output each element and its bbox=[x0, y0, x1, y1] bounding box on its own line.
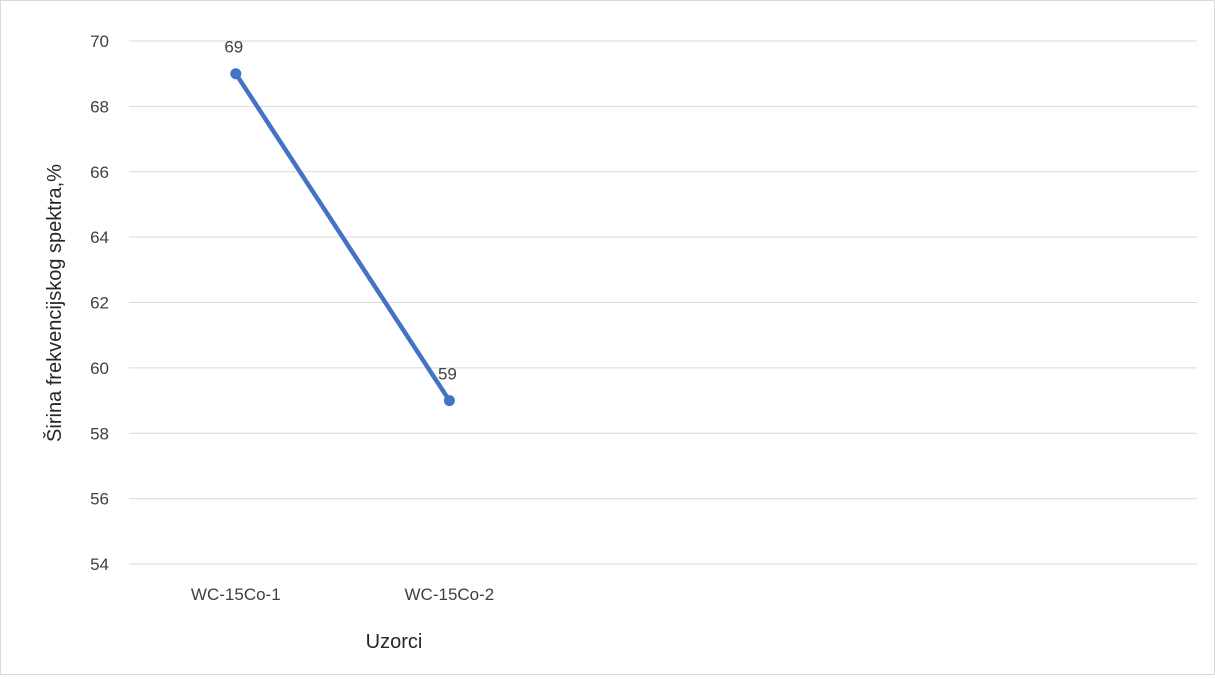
y-tick-label: 62 bbox=[90, 294, 109, 313]
y-tick-labels: 54 56 58 60 62 64 66 68 70 bbox=[90, 32, 109, 574]
y-tick-label: 66 bbox=[90, 163, 109, 182]
x-axis-title: Uzorci bbox=[366, 631, 423, 653]
y-tick-label: 70 bbox=[90, 32, 109, 51]
y-tick-label: 56 bbox=[90, 490, 109, 509]
gridlines bbox=[129, 40, 1197, 565]
y-tick-label: 68 bbox=[90, 97, 109, 116]
y-tick-label: 60 bbox=[90, 359, 109, 378]
series-layer: 69 59 bbox=[224, 38, 457, 407]
y-tick-label: 58 bbox=[90, 424, 109, 443]
y-tick-label: 54 bbox=[90, 555, 109, 574]
data-label: 59 bbox=[438, 365, 457, 384]
y-axis-title: Širina frekvencijskog spektra,% bbox=[43, 164, 66, 442]
data-point bbox=[230, 68, 242, 80]
x-tick-labels: WC-15Co-1 WC-15Co-2 bbox=[191, 585, 494, 604]
series-line bbox=[233, 71, 452, 403]
data-point bbox=[443, 395, 455, 407]
data-label: 69 bbox=[224, 38, 243, 57]
y-tick-label: 64 bbox=[90, 228, 109, 247]
x-tick-label: WC-15Co-1 bbox=[191, 585, 281, 604]
x-tick-label: WC-15Co-2 bbox=[405, 585, 495, 604]
